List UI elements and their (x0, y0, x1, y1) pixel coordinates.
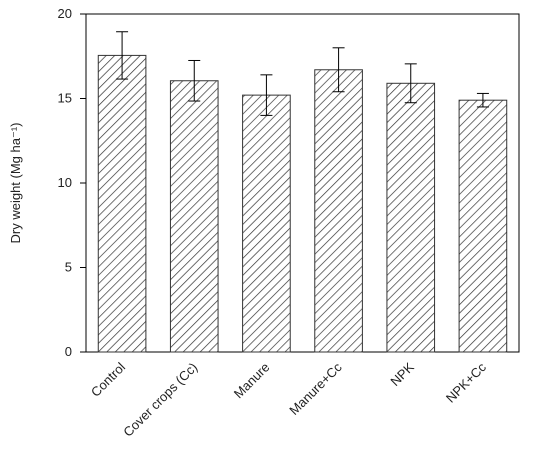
bar (386, 82, 436, 353)
bar (458, 99, 508, 353)
bar (169, 80, 219, 353)
y-axis-label: Dry weight (Mg ha⁻¹) (8, 123, 23, 244)
x-tick-label: NPK (387, 359, 417, 389)
y-tick-label: 20 (58, 6, 72, 21)
bar (97, 54, 147, 353)
plot-frame (85, 13, 520, 353)
x-tick-label: NPK+Cc (443, 359, 489, 405)
x-tick-label: Manure+Cc (286, 359, 345, 418)
x-tick-label: Manure (231, 360, 273, 402)
bar (314, 69, 363, 353)
y-tick-label: 15 (58, 91, 72, 106)
bar (242, 94, 291, 353)
y-tick-label: 5 (65, 260, 72, 275)
x-tick-label: Control (88, 359, 128, 399)
y-tick-label: 10 (58, 175, 72, 190)
x-tick-label: Cover crops (Cc) (120, 360, 200, 440)
y-tick-label: 0 (65, 344, 72, 359)
